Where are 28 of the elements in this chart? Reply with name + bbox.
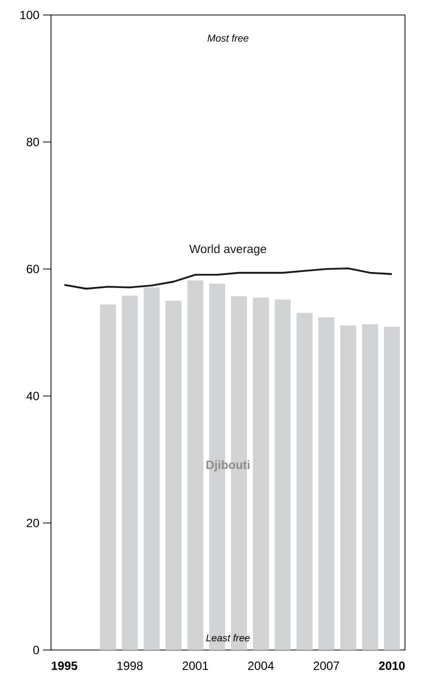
x-tick-label: 1998 <box>117 662 143 670</box>
bar <box>318 317 334 650</box>
x-tick-label: 2010 <box>379 662 405 670</box>
annotation: Least free <box>206 634 250 642</box>
bar <box>144 287 160 650</box>
y-tick-label: 40 <box>26 392 40 400</box>
bar <box>362 324 378 650</box>
x-tick-label: 1995 <box>52 662 78 670</box>
bar <box>166 300 182 650</box>
bar <box>384 326 400 650</box>
y-tick-label: 0 <box>33 646 40 654</box>
bar <box>340 326 356 650</box>
series-label: World average <box>189 244 266 256</box>
bar <box>100 304 116 650</box>
x-tick-label: 2001 <box>182 662 208 670</box>
x-tick-label: 2004 <box>248 662 274 670</box>
annotation: Most free <box>208 34 248 42</box>
y-tick-label: 80 <box>26 138 40 146</box>
series-label: Djibouti <box>206 460 250 472</box>
y-tick-label: 100 <box>20 10 40 20</box>
bar <box>252 298 269 650</box>
bar <box>187 280 204 650</box>
bar <box>274 299 291 650</box>
bar <box>296 312 313 650</box>
y-tick-label: 60 <box>26 264 40 274</box>
y-tick-label: 20 <box>26 518 40 528</box>
bar <box>122 296 138 650</box>
x-tick-label: 2007 <box>314 662 340 670</box>
